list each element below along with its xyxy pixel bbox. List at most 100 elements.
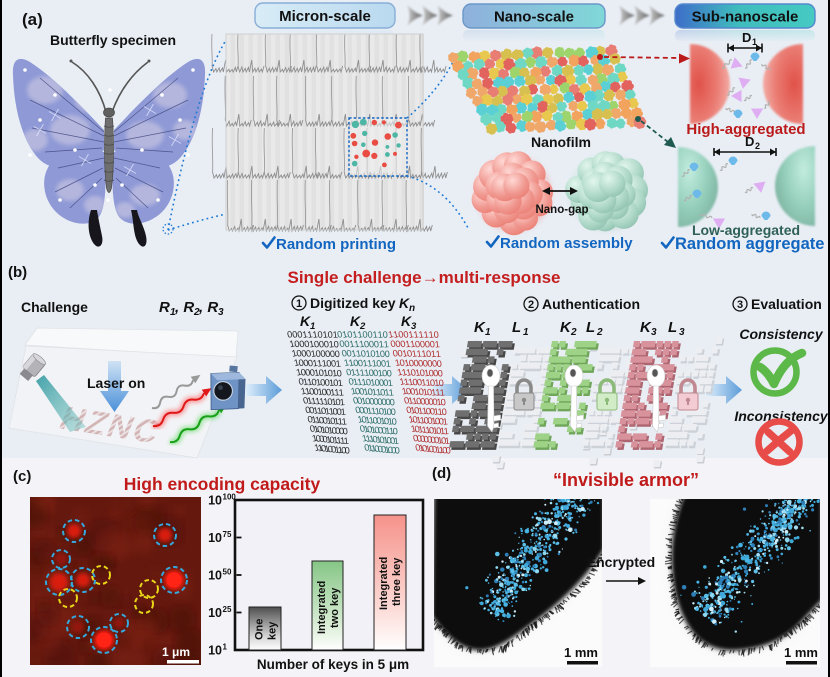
svg-text:K: K (350, 313, 361, 329)
svg-text:Micron-scale: Micron-scale (279, 8, 371, 25)
svg-text:K: K (560, 319, 572, 336)
svg-text:High encoding capacity: High encoding capacity (124, 474, 321, 494)
svg-text:D: D (745, 134, 754, 149)
svg-text:1010011000000: 1010011000000 (413, 329, 438, 455)
svg-text:1 μm: 1 μm (162, 645, 190, 659)
svg-text:K: K (474, 319, 486, 336)
svg-text:10: 10 (208, 531, 222, 545)
svg-text:One: One (254, 619, 266, 640)
svg-text:K: K (401, 313, 412, 329)
svg-text:1: 1 (310, 321, 315, 332)
svg-text:K: K (399, 295, 410, 311)
svg-text:3: 3 (737, 299, 743, 311)
svg-text:1000001010011: 1000001010011 (423, 329, 445, 455)
svg-text:n: n (409, 303, 415, 314)
svg-text:Challenge: Challenge (21, 299, 88, 315)
svg-text:1 mm: 1 mm (784, 645, 818, 660)
svg-text:1: 1 (223, 643, 228, 652)
svg-text:0100101001010: 0100101001010 (327, 329, 347, 455)
svg-text:1000011101011: 1000011101011 (322, 329, 344, 455)
svg-text:10: 10 (208, 644, 222, 658)
svg-text:(b): (b) (8, 264, 27, 281)
svg-text:Butterfly specimen: Butterfly specimen (50, 32, 176, 48)
svg-text:1010110001101: 1010110001101 (418, 329, 442, 455)
svg-text:1001110000111: 1001110000111 (341, 329, 374, 453)
svg-text:, R: , R (174, 299, 194, 316)
svg-text:1 mm: 1 mm (564, 645, 598, 660)
svg-text:1001000111100: 1001000111100 (312, 329, 337, 455)
svg-text:3: 3 (679, 327, 685, 338)
svg-text:Low-aggregated: Low-aggregated (692, 222, 800, 238)
svg-text:Random printing: Random printing (276, 236, 396, 253)
svg-text:“Invisible armor”: “Invisible armor” (553, 470, 699, 490)
svg-text:1000110110001: 1000110110001 (392, 329, 425, 453)
svg-text:50: 50 (223, 568, 232, 577)
svg-text:1: 1 (170, 307, 176, 318)
svg-text:Sub-nanoscale: Sub-nanoscale (692, 9, 799, 26)
svg-text:K: K (300, 313, 311, 329)
svg-text:1101100010010: 1101100010010 (357, 329, 384, 454)
svg-text:High-aggregated: High-aggregated (686, 121, 805, 138)
svg-text:2: 2 (596, 327, 603, 338)
svg-text:Digitized key: Digitized key (310, 295, 396, 311)
svg-text:L: L (586, 319, 595, 336)
svg-text:75: 75 (223, 530, 232, 539)
svg-text:2: 2 (359, 321, 366, 332)
svg-text:, R: , R (198, 299, 218, 316)
svg-text:Nano-gap: Nano-gap (535, 204, 588, 216)
svg-text:Laser on: Laser on (87, 375, 145, 391)
svg-text:1110100010100: 1110100010100 (408, 329, 435, 454)
svg-text:1: 1 (296, 298, 302, 310)
svg-text:1000000110101: 1000000110101 (301, 329, 330, 454)
svg-text:1010011110100: 1010011110100 (428, 329, 448, 455)
svg-text:0001001001011: 0001001001011 (367, 329, 391, 455)
svg-text:key: key (267, 621, 279, 640)
svg-text:three key: three key (391, 557, 403, 606)
svg-text:Integrated: Integrated (316, 581, 328, 634)
svg-text:100: 100 (223, 493, 237, 502)
svg-text:0001100010011: 0001100010011 (317, 329, 341, 455)
svg-text:1001111001100: 1001111001100 (387, 329, 421, 453)
svg-text:1: 1 (485, 327, 491, 338)
svg-text:L: L (668, 319, 677, 336)
svg-text:25: 25 (223, 605, 232, 614)
svg-text:Evaluation: Evaluation (751, 296, 822, 312)
svg-text:10: 10 (208, 569, 222, 583)
svg-text:3: 3 (411, 321, 417, 332)
svg-text:1: 1 (523, 327, 529, 338)
svg-text:Random aggregate: Random aggregate (675, 235, 824, 253)
svg-text:Random assembly: Random assembly (500, 235, 633, 252)
svg-text:0111101000011: 0111101000011 (286, 329, 320, 453)
svg-text:2: 2 (570, 327, 577, 338)
svg-text:2: 2 (193, 307, 200, 318)
svg-text:10: 10 (208, 494, 222, 508)
svg-text:Encrypted: Encrypted (587, 554, 655, 570)
svg-text:0101011000010: 0101011000010 (382, 330, 400, 456)
svg-text:Number of keys in 5 μm: Number of keys in 5 μm (257, 657, 409, 672)
svg-text:1: 1 (752, 37, 757, 47)
svg-text:Integrated: Integrated (378, 557, 390, 610)
svg-text:(d): (d) (432, 465, 451, 482)
svg-text:0110001001110: 0110001001110 (433, 330, 451, 456)
svg-text:10: 10 (208, 606, 222, 620)
svg-text:1100001001100: 1100001001100 (377, 329, 397, 455)
svg-text:3: 3 (218, 307, 224, 318)
svg-text:2: 2 (755, 141, 760, 151)
svg-text:0011110101100: 0011110101100 (397, 329, 428, 454)
svg-text:0110110101011: 0110110101011 (346, 329, 377, 454)
svg-text:Consistency: Consistency (739, 326, 823, 342)
svg-text:2: 2 (528, 299, 534, 311)
svg-text:3: 3 (651, 327, 657, 338)
svg-text:Nano-scale: Nano-scale (494, 9, 574, 26)
svg-text:0000011101101: 0000011101101 (291, 329, 324, 453)
svg-text:D: D (742, 30, 751, 45)
svg-text:(c): (c) (13, 468, 31, 485)
svg-text:Inconsistency: Inconsistency (734, 408, 829, 424)
svg-text:0001001001010: 0001001001010 (336, 329, 370, 453)
svg-text:1010100010100: 1010100010100 (372, 329, 394, 455)
svg-text:L: L (512, 319, 521, 336)
svg-text:1001011111010: 1001011111010 (332, 330, 350, 456)
svg-text:(a): (a) (22, 10, 43, 29)
svg-text:Single challenge→multi-respons: Single challenge→multi-response (287, 268, 560, 287)
svg-text:two key: two key (329, 587, 341, 628)
